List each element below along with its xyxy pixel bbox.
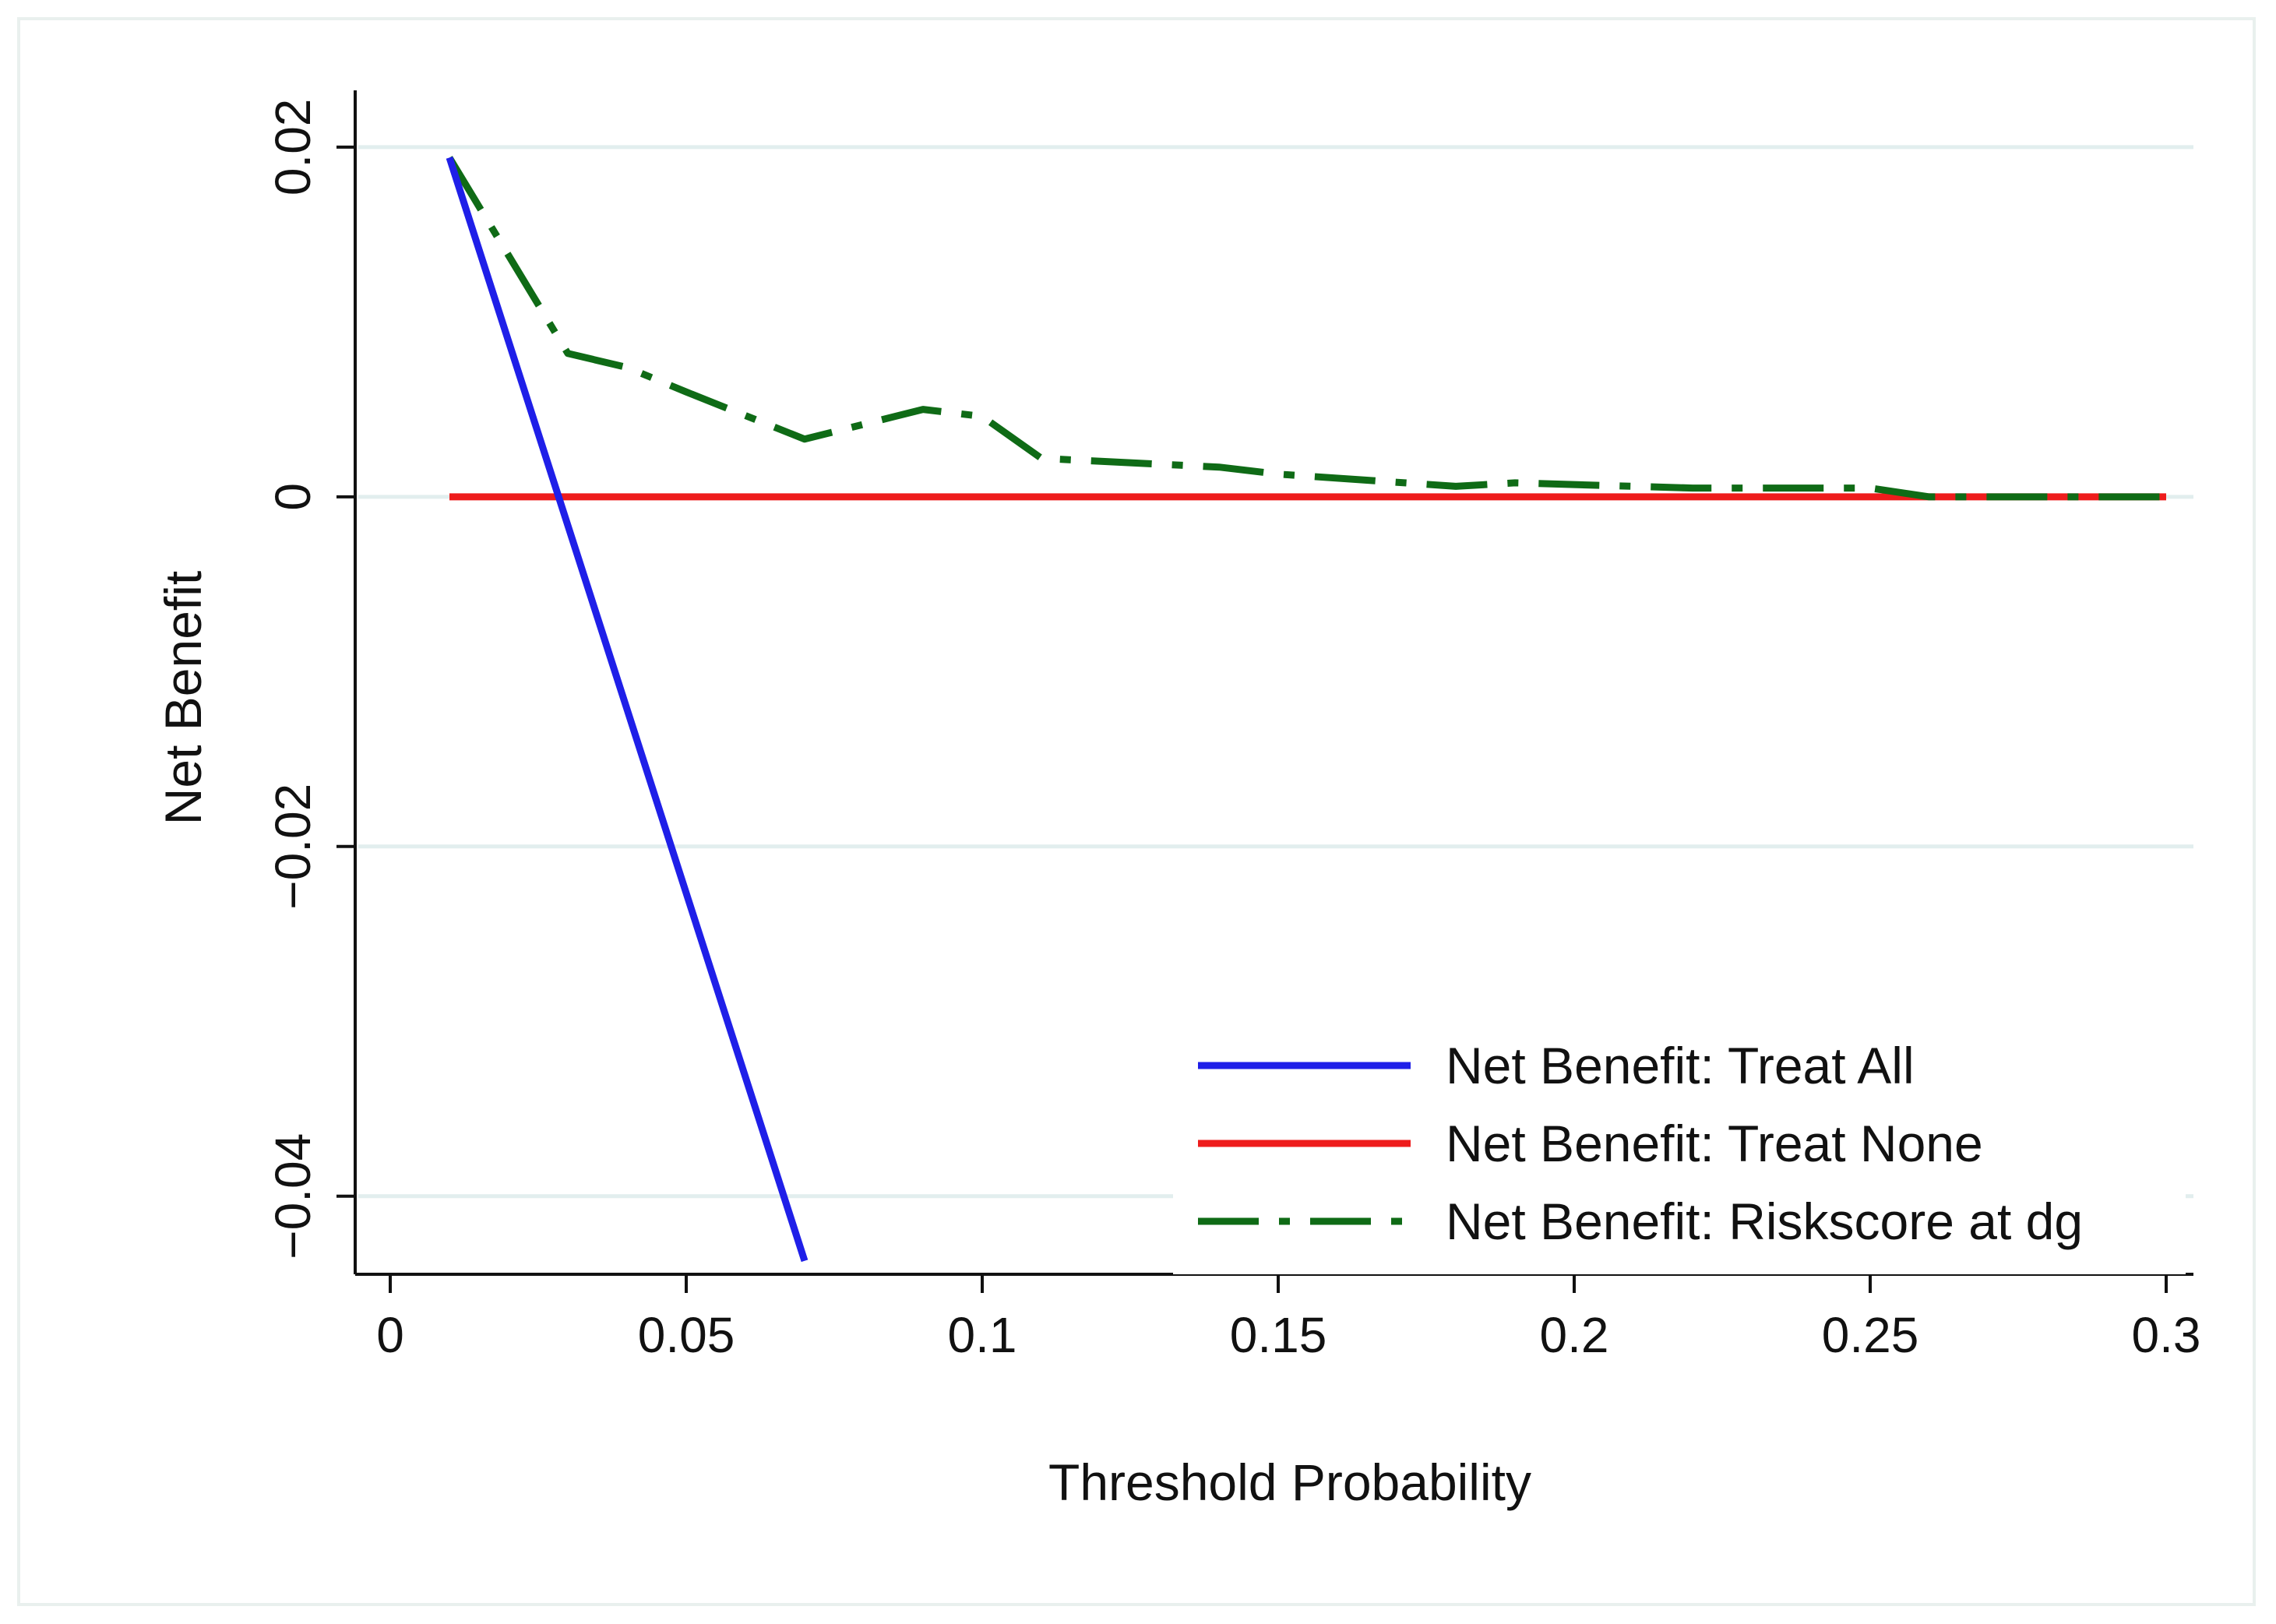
x-tick-label: 0.25 (1822, 1307, 1919, 1363)
x-tick-label: 0 (376, 1307, 404, 1363)
y-tick-label: −0.02 (265, 784, 321, 910)
decision-curve-chart: 0 0.05 0.1 0.15 0.2 0.25 0.3 0.02 0 −0.02 −0.04 Th… (154, 90, 2200, 1511)
y-tick-label: 0 (265, 483, 321, 511)
y-tick-label: −0.04 (265, 1133, 321, 1259)
x-tick-label: 0.05 (638, 1307, 735, 1363)
x-tick-label: 0.1 (948, 1307, 1017, 1363)
chart-frame: 0 0.05 0.1 0.15 0.2 0.25 0.3 0.02 0 −0.02 −0.04 Th… (17, 17, 2256, 1606)
x-axis-title: Threshold Probability (1048, 1453, 1531, 1511)
x-tick-label: 0.15 (1230, 1307, 1327, 1363)
x-tick-label: 0.2 (1540, 1307, 1609, 1363)
legend: Net Benefit: Treat All Net Benefit: Treat… (1173, 1025, 2186, 1274)
legend-label: Net Benefit: Treat All (1446, 1037, 1915, 1094)
y-tick-label: 0.02 (265, 99, 321, 196)
series-layer (446, 156, 2166, 1263)
y-axis-title: Net Benefit (154, 571, 212, 826)
series-line-1 (446, 157, 809, 1263)
x-tick-label: 0.3 (2132, 1307, 2201, 1363)
legend-label: Net Benefit: Riskscore at dg (1446, 1192, 2083, 1250)
series-line-3 (446, 156, 2166, 501)
legend-label: Net Benefit: Treat None (1446, 1115, 1983, 1172)
ticks-layer: 0 0.05 0.1 0.15 0.2 0.25 0.3 0.02 0 −0.02 −0.04 (265, 99, 2200, 1363)
